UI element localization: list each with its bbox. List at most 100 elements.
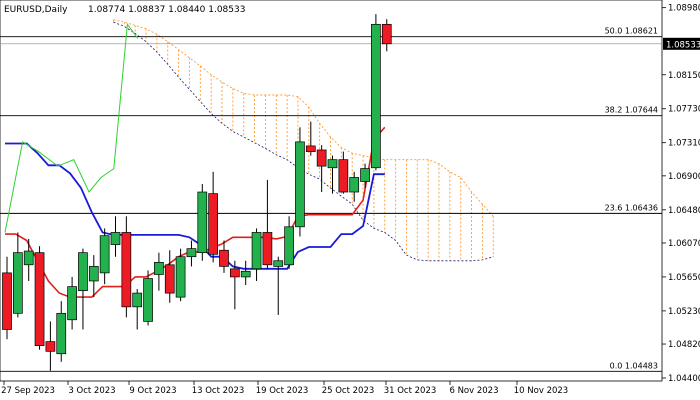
candle (34, 246, 45, 350)
candle-body (262, 232, 273, 266)
candle-body (132, 292, 143, 308)
x-tick-label: 6 Nov 2023 (449, 386, 498, 396)
candle-body (164, 264, 175, 294)
candle-body (121, 232, 132, 308)
candle-body (88, 266, 99, 282)
candle-body (338, 159, 349, 193)
candle-body (327, 159, 338, 169)
candle (164, 250, 175, 303)
candle-body (78, 252, 88, 292)
candle (240, 260, 251, 286)
y-tick-label: 1.08980 (668, 4, 700, 14)
span-a-line (113, 19, 494, 217)
fib-label: 38.2 1.07644 (605, 106, 658, 115)
candle (230, 260, 240, 310)
y-tick-label: 1.06480 (668, 206, 700, 216)
y-tick-label: 1.06070 (668, 239, 700, 249)
candle (251, 228, 262, 281)
x-tick-label: 10 Nov 2023 (514, 386, 568, 396)
candle-body (143, 278, 153, 322)
kijun-line (5, 142, 385, 270)
candle-body (99, 235, 110, 274)
candle-body (284, 226, 294, 266)
candle (208, 171, 218, 263)
y-tick-label: 1.07310 (668, 139, 700, 149)
y-tick-label: 1.05650 (668, 273, 700, 283)
candle (197, 183, 208, 261)
candle (327, 155, 338, 194)
candle (338, 151, 349, 194)
candle (262, 179, 273, 269)
candle-body (360, 168, 370, 182)
y-tick-label: 1.04400 (668, 374, 700, 384)
candle-body (371, 23, 381, 169)
candle-body (381, 23, 392, 45)
current-price-box (663, 37, 700, 50)
candle-body (273, 260, 284, 267)
candle (371, 14, 381, 171)
candle (305, 121, 316, 156)
candles (2, 14, 392, 371)
candle (349, 171, 360, 202)
fib-label: 23.6 1.06436 (605, 203, 658, 212)
candle-body (251, 232, 262, 270)
candle-body (13, 252, 23, 314)
x-tick-label: 25 Oct 2023 (322, 386, 375, 396)
candle-body (23, 250, 34, 266)
y-tick-label: 1.06900 (668, 172, 700, 182)
current-price-label: 1.08533 (666, 40, 700, 50)
candle (2, 256, 12, 340)
candle (143, 270, 153, 326)
x-tick-label: 13 Oct 2023 (192, 386, 245, 396)
candle-body (186, 248, 197, 258)
candle-body (56, 312, 67, 355)
candle (284, 216, 294, 269)
candle (78, 248, 88, 330)
chart-header-symbol: EURUSD,Daily (4, 5, 68, 15)
candle-body (230, 268, 240, 278)
candle (295, 127, 305, 237)
candle (219, 240, 229, 273)
y-tick-label: 1.08150 (668, 71, 700, 81)
fib-label: 50.0 1.08621 (605, 27, 658, 36)
candle (381, 19, 392, 52)
candle-body (349, 177, 360, 193)
candle (175, 248, 186, 302)
candle (186, 240, 197, 267)
candle (88, 255, 99, 298)
ichimoku-cloud (113, 19, 494, 262)
x-tick-label: 9 Oct 2023 (129, 386, 176, 396)
candle (67, 276, 77, 330)
candle (121, 216, 132, 318)
candle (23, 238, 34, 281)
candle-body (219, 249, 229, 267)
candle (13, 232, 23, 318)
candle (56, 301, 67, 362)
y-tick-label: 1.05230 (668, 307, 700, 317)
x-tick-label: 31 Oct 2023 (384, 386, 437, 396)
candle-body (175, 256, 186, 298)
fibonacci-levels: 50.0 1.08621 38.2 1.07644 23.6 1.06436 0.0 … (0, 27, 662, 372)
candle-body (45, 341, 56, 352)
candle-body (34, 252, 45, 347)
axes: 1.08980 1.08150 1.07730 1.07310 1.06900 1.064… (1, 4, 700, 396)
candle (273, 256, 284, 315)
plot-frame (0, 0, 663, 382)
candle (45, 321, 56, 371)
candle-body (110, 232, 121, 245)
candle (154, 252, 164, 291)
candle (110, 216, 121, 257)
candle-body (240, 270, 251, 278)
candle (99, 228, 110, 285)
candle-body (154, 262, 164, 275)
candle (316, 145, 327, 193)
x-tick-label: 27 Sep 2023 (1, 386, 55, 396)
candle-body (295, 141, 305, 228)
y-tick-label: 1.04820 (668, 340, 700, 350)
candle-body (305, 145, 316, 152)
candle-body (316, 149, 327, 167)
candle-body (67, 286, 77, 321)
